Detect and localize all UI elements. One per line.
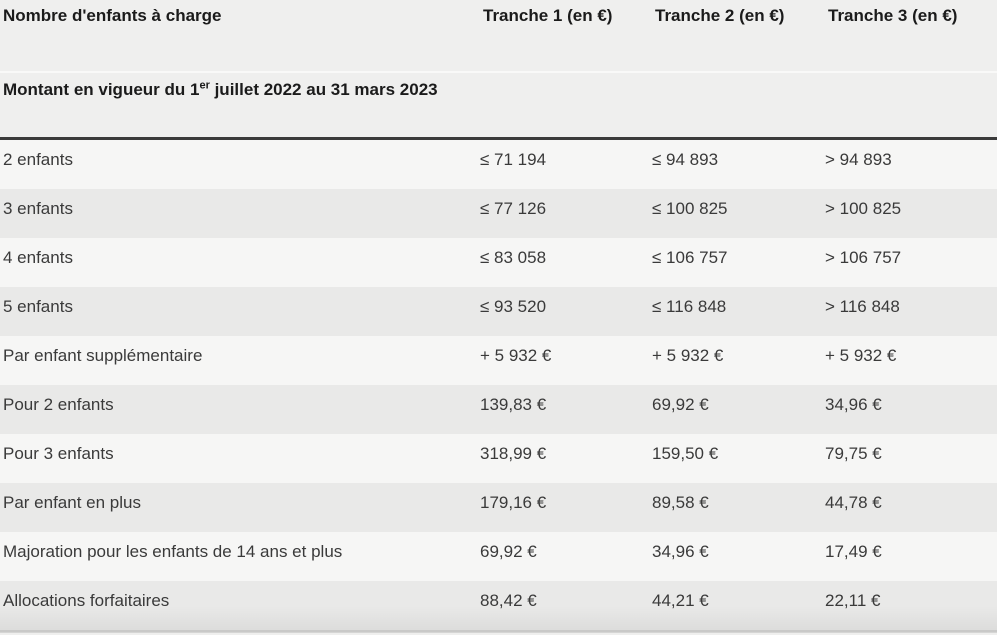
- table-row: 3 enfants ≤ 77 126 ≤ 100 825 > 100 825: [0, 189, 997, 238]
- cell-tranche-1: ≤ 93 520: [480, 297, 547, 316]
- cell-tranche-3: > 116 848: [825, 297, 900, 316]
- cell-tranche-2: ≤ 100 825: [652, 199, 728, 218]
- row-label: 2 enfants: [3, 150, 73, 169]
- cell-tranche-2: 159,50 €: [652, 444, 719, 463]
- cell-tranche-3: > 106 757: [825, 248, 902, 267]
- cell-tranche-1: + 5 932 €: [480, 346, 552, 365]
- cell-tranche-3: 17,49 €: [825, 542, 882, 561]
- cell-tranche-2: ≤ 94 893: [652, 150, 719, 169]
- row-label: 3 enfants: [3, 199, 73, 218]
- table-subheader-row: Montant en vigueur du 1er juillet 2022 a…: [0, 73, 997, 137]
- header-col-tranche-1: Tranche 1 (en €): [483, 6, 613, 25]
- cell-tranche-1: ≤ 83 058: [480, 248, 547, 267]
- subheader-suffix: juillet 2022 au 31 mars 2023: [209, 80, 438, 99]
- table-body: 2 enfants ≤ 71 194 ≤ 94 893 > 94 893 3 enfan…: [0, 140, 997, 630]
- table-row: Allocations forfaitaires 88,42 € 44,21 € 22…: [0, 581, 997, 630]
- cell-tranche-1: ≤ 71 194: [480, 150, 547, 169]
- header-col-children: Nombre d'enfants à charge: [3, 6, 222, 25]
- subheader-prefix: Montant en vigueur du 1: [3, 80, 200, 99]
- cell-tranche-1: 318,99 €: [480, 444, 547, 463]
- header-divider: [0, 137, 997, 140]
- table-header-row: Nombre d'enfants à charge Tranche 1 (en …: [0, 0, 997, 73]
- table-row: 5 enfants ≤ 93 520 ≤ 116 848 > 116 848: [0, 287, 997, 336]
- row-label: Allocations forfaitaires: [3, 591, 170, 610]
- cell-tranche-3: 34,96 €: [825, 395, 882, 414]
- row-label: Pour 2 enfants: [3, 395, 114, 414]
- table-row: Par enfant supplémentaire + 5 932 € + 5 93…: [0, 336, 997, 385]
- row-label: Par enfant supplémentaire: [3, 346, 203, 365]
- row-label: Par enfant en plus: [3, 493, 141, 512]
- row-label: 4 enfants: [3, 248, 73, 267]
- subheader-text: Montant en vigueur du 1er juillet 2022 a…: [3, 80, 438, 99]
- cell-tranche-3: 22,11 €: [825, 591, 881, 610]
- table-row: Par enfant en plus 179,16 € 89,58 € 44,78 €: [0, 483, 997, 532]
- cell-tranche-1: 179,16 €: [480, 493, 547, 512]
- cell-tranche-3: 44,78 €: [825, 493, 882, 512]
- cell-tranche-3: > 100 825: [825, 199, 902, 218]
- cell-tranche-2: ≤ 116 848: [652, 297, 727, 316]
- row-label: 5 enfants: [3, 297, 73, 316]
- cell-tranche-2: ≤ 106 757: [652, 248, 728, 267]
- cell-tranche-1: 139,83 €: [480, 395, 547, 414]
- cell-tranche-3: 79,75 €: [825, 444, 882, 463]
- table-row: 2 enfants ≤ 71 194 ≤ 94 893 > 94 893: [0, 140, 997, 189]
- cell-tranche-1: ≤ 77 126: [480, 199, 547, 218]
- cell-tranche-2: 69,92 €: [652, 395, 709, 414]
- table-row: Majoration pour les enfants de 14 ans et…: [0, 532, 997, 581]
- cell-tranche-2: 34,96 €: [652, 542, 709, 561]
- cell-tranche-1: 88,42 €: [480, 591, 537, 610]
- table-row: 4 enfants ≤ 83 058 ≤ 106 757 > 106 757: [0, 238, 997, 287]
- cell-tranche-2: 89,58 €: [652, 493, 709, 512]
- cell-tranche-1: 69,92 €: [480, 542, 537, 561]
- cell-tranche-3: > 94 893: [825, 150, 892, 169]
- row-label: Pour 3 enfants: [3, 444, 114, 463]
- table-row: Pour 3 enfants 318,99 € 159,50 € 79,75 €: [0, 434, 997, 483]
- superscript-er: er: [199, 79, 210, 92]
- header-col-tranche-2: Tranche 2 (en €): [655, 6, 785, 25]
- cell-tranche-3: + 5 932 €: [825, 346, 897, 365]
- table-bottom-edge: [0, 630, 997, 633]
- header-col-tranche-3: Tranche 3 (en €): [828, 6, 958, 25]
- row-label: Majoration pour les enfants de 14 ans et…: [3, 542, 343, 561]
- cell-tranche-2: 44,21 €: [652, 591, 709, 610]
- table-row: Pour 2 enfants 139,83 € 69,92 € 34,96 €: [0, 385, 997, 434]
- cell-tranche-2: + 5 932 €: [652, 346, 724, 365]
